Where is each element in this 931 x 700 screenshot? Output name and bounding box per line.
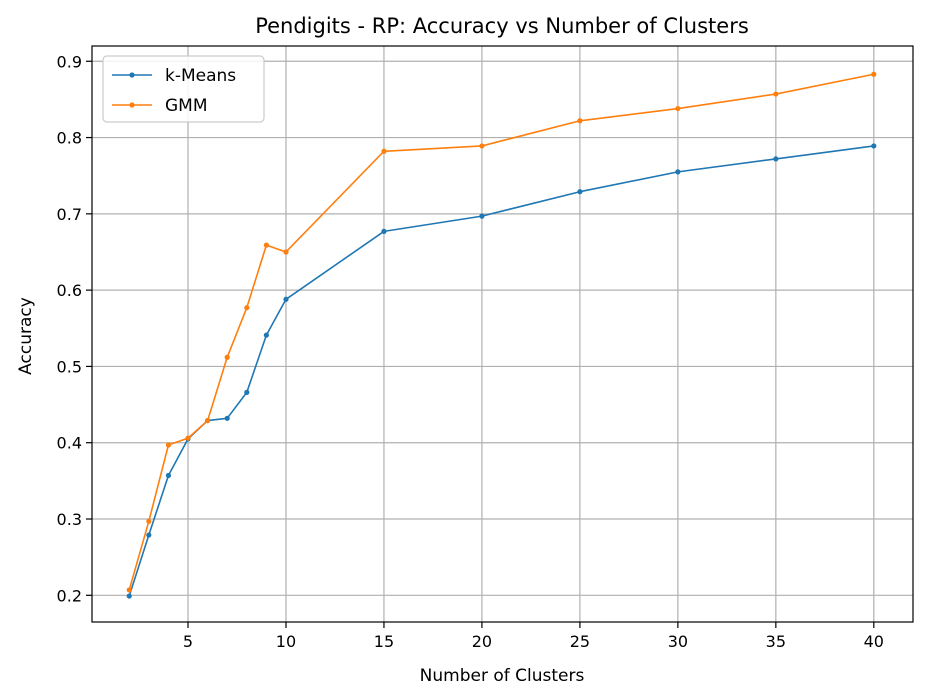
x-tick-label: 5 <box>183 632 193 651</box>
data-point-k-means <box>479 213 485 219</box>
legend-label: k-Means <box>165 66 236 86</box>
data-point-gmm <box>577 118 583 124</box>
y-tick-label: 0.4 <box>57 434 82 453</box>
data-point-k-means <box>381 228 387 234</box>
x-tick-label: 35 <box>766 632 786 651</box>
y-tick-label: 0.2 <box>57 586 82 605</box>
data-point-k-means <box>283 296 289 302</box>
data-point-gmm <box>263 242 269 248</box>
y-tick-label: 0.9 <box>57 52 82 71</box>
y-tick-label: 0.8 <box>57 129 82 148</box>
y-tick-label: 0.3 <box>57 510 82 529</box>
legend-entry-gmm: GMM <box>112 96 208 116</box>
data-point-gmm <box>283 249 289 255</box>
legend-swatch-marker <box>129 72 135 78</box>
data-point-k-means <box>263 332 269 338</box>
data-point-k-means <box>126 593 132 599</box>
data-point-k-means <box>871 143 877 149</box>
y-tick-label: 0.6 <box>57 281 82 300</box>
data-point-k-means <box>577 189 583 195</box>
legend-label: GMM <box>165 96 208 116</box>
data-point-gmm <box>165 442 172 448</box>
data-point-gmm <box>773 91 779 97</box>
legend: k-Means GMM <box>102 55 265 123</box>
chart-title: Pendigits - RP: Accuracy vs Number of Cl… <box>255 14 749 38</box>
data-point-k-means <box>773 156 779 162</box>
data-point-k-means <box>146 532 152 538</box>
data-point-k-means <box>244 389 250 395</box>
data-point-gmm <box>381 148 387 154</box>
data-point-k-means <box>224 415 230 421</box>
grid <box>92 46 913 622</box>
data-point-gmm <box>244 305 250 311</box>
x-tick-label: 15 <box>374 632 394 651</box>
series-gmm <box>126 71 877 593</box>
data-point-gmm <box>185 435 191 441</box>
y-tick-label: 0.7 <box>57 205 82 224</box>
y-axis-label: Accuracy <box>16 297 36 375</box>
axis-ticks: 5 10 15 20 25 30 35 40 0.2 0.3 0.4 0.5 0.6 0.7 0.8 0.9 <box>57 52 884 651</box>
series-layer <box>126 71 877 599</box>
data-point-gmm <box>675 105 681 112</box>
x-tick-label: 30 <box>668 632 688 651</box>
data-point-gmm <box>205 417 211 424</box>
x-tick-label: 40 <box>864 632 884 651</box>
data-point-k-means <box>675 169 681 175</box>
x-tick-label: 20 <box>472 632 492 651</box>
data-point-k-means <box>165 472 172 479</box>
x-axis-label: Number of Clusters <box>420 666 585 686</box>
data-point-gmm <box>479 143 485 149</box>
y-tick-label: 0.5 <box>57 357 82 376</box>
x-tick-label: 10 <box>276 632 296 651</box>
plot-frame <box>91 45 914 623</box>
data-point-gmm <box>224 354 230 360</box>
x-tick-label: 25 <box>570 632 590 651</box>
data-point-gmm <box>146 518 152 524</box>
legend-entry-k-means: k-Means <box>112 66 236 86</box>
data-point-gmm <box>871 71 877 77</box>
legend-swatch-marker <box>129 102 135 108</box>
data-point-gmm <box>126 587 132 593</box>
